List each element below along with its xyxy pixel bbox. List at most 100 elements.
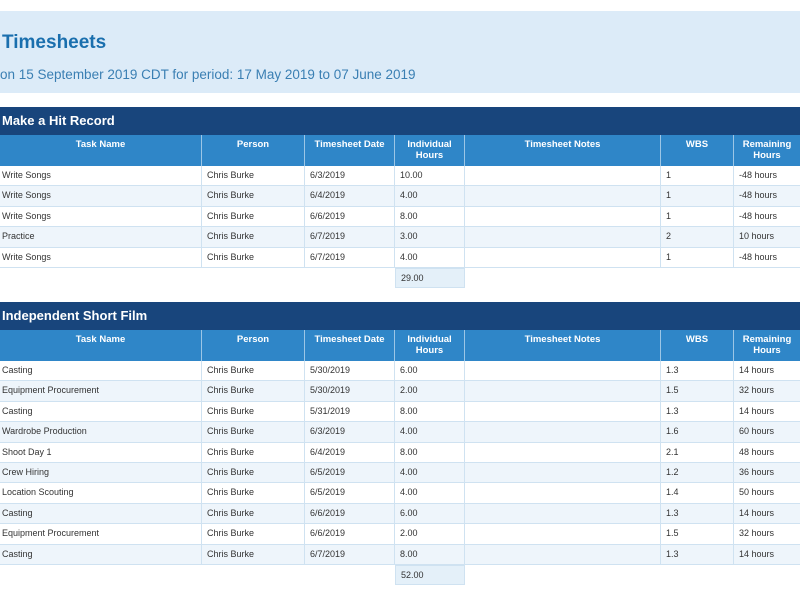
individual-hours-cell: 10.00 xyxy=(395,166,465,187)
person-cell: Chris Burke xyxy=(202,524,305,545)
individual-hours-cell: 2.00 xyxy=(395,381,465,402)
task-name-cell: Shoot Day 1 xyxy=(0,442,202,463)
column-header-timesheet-date[interactable]: Timesheet Date xyxy=(305,135,395,166)
individual-hours-cell: 8.00 xyxy=(395,401,465,423)
column-header-remaining-hours[interactable]: Remaining Hours xyxy=(742,139,792,161)
person-cell: Chris Burke xyxy=(202,483,305,504)
timesheet-date-cell: 5/30/2019 xyxy=(305,381,395,402)
person-cell: Chris Burke xyxy=(202,186,305,207)
timesheet-notes-cell xyxy=(465,186,661,207)
table-row: Write Songs Chris Burke 6/4/2019 4.00 1 -48 h… xyxy=(0,186,800,207)
person-cell: Chris Burke xyxy=(202,442,305,463)
individual-hours-cell: 6.00 xyxy=(395,503,465,525)
individual-hours-cell: 3.00 xyxy=(395,227,465,248)
column-header-person[interactable]: Person xyxy=(202,135,305,166)
column-header-timesheet-notes[interactable]: Timesheet Notes xyxy=(465,330,661,361)
table-row: Equipment Procurement Chris Burke 5/30/201… xyxy=(0,381,800,402)
wbs-cell: 1.2 xyxy=(661,462,734,484)
wbs-cell: 1.3 xyxy=(661,544,734,565)
table-row: Write Songs Chris Burke 6/7/2019 4.00 1 -48 h… xyxy=(0,247,800,268)
task-name-cell: Write Songs xyxy=(0,186,202,207)
timesheet-notes-cell xyxy=(465,401,661,423)
timesheet-date-cell: 6/6/2019 xyxy=(305,524,395,545)
timesheet-notes-cell xyxy=(465,361,661,382)
task-name-cell: Casting xyxy=(0,401,202,423)
timesheet-notes-cell xyxy=(465,227,661,248)
remaining-hours-cell: 60 hours xyxy=(734,422,800,443)
column-headers: Task Name Person Timesheet Date Individual … xyxy=(0,330,800,361)
timesheet-notes-cell xyxy=(465,247,661,268)
individual-hours-cell: 4.00 xyxy=(395,483,465,504)
person-cell: Chris Burke xyxy=(202,166,305,187)
remaining-hours-cell: -48 hours xyxy=(734,186,800,207)
timesheet-date-cell: 6/7/2019 xyxy=(305,247,395,268)
task-name-cell: Casting xyxy=(0,544,202,565)
column-header-timesheet-date[interactable]: Timesheet Date xyxy=(305,330,395,361)
wbs-cell: 1 xyxy=(661,206,734,228)
table-row: Equipment Procurement Chris Burke 6/6/2019… xyxy=(0,524,800,545)
table-row: Write Songs Chris Burke 6/6/2019 8.00 1 -48 h… xyxy=(0,206,800,228)
column-header-remaining-hours[interactable]: Remaining Hours xyxy=(742,334,792,356)
person-cell: Chris Burke xyxy=(202,422,305,443)
table-row: Casting Chris Burke 6/7/2019 8.00 1.3 14 hour… xyxy=(0,544,800,565)
timesheet-notes-cell xyxy=(465,503,661,525)
wbs-cell: 1.6 xyxy=(661,422,734,443)
person-cell: Chris Burke xyxy=(202,544,305,565)
remaining-hours-cell: 32 hours xyxy=(734,381,800,402)
column-header-wbs[interactable]: WBS xyxy=(661,330,734,361)
wbs-cell: 1.5 xyxy=(661,524,734,545)
timesheet-date-cell: 6/3/2019 xyxy=(305,422,395,443)
wbs-cell: 1.3 xyxy=(661,361,734,382)
timesheet-date-cell: 6/6/2019 xyxy=(305,206,395,228)
table-row: Practice Chris Burke 6/7/2019 3.00 2 10 hours xyxy=(0,227,800,248)
person-cell: Chris Burke xyxy=(202,503,305,525)
person-cell: Chris Burke xyxy=(202,247,305,268)
person-cell: Chris Burke xyxy=(202,227,305,248)
table-row: Casting Chris Burke 5/31/2019 8.00 1.3 14 hou… xyxy=(0,401,800,423)
timesheet-date-cell: 5/30/2019 xyxy=(305,361,395,382)
remaining-hours-cell: -48 hours xyxy=(734,247,800,268)
column-header-task-name[interactable]: Task Name xyxy=(0,135,202,166)
individual-hours-cell: 2.00 xyxy=(395,524,465,545)
individual-hours-cell: 8.00 xyxy=(395,206,465,228)
table-row: Location Scouting Chris Burke 6/5/2019 4.00… xyxy=(0,483,800,504)
task-name-cell: Equipment Procurement xyxy=(0,524,202,545)
remaining-hours-cell: 50 hours xyxy=(734,483,800,504)
wbs-cell: 1.5 xyxy=(661,381,734,402)
individual-hours-cell: 8.00 xyxy=(395,442,465,463)
task-name-cell: Write Songs xyxy=(0,206,202,228)
wbs-cell: 2.1 xyxy=(661,442,734,463)
column-header-wbs[interactable]: WBS xyxy=(661,135,734,166)
wbs-cell: 1.3 xyxy=(661,503,734,525)
timesheet-notes-cell xyxy=(465,206,661,228)
remaining-hours-cell: 14 hours xyxy=(734,361,800,382)
task-name-cell: Location Scouting xyxy=(0,483,202,504)
table-row: Wardrobe Production Chris Burke 6/3/2019 4.… xyxy=(0,422,800,443)
total-hours: 29.00 xyxy=(395,267,465,288)
remaining-hours-cell: 36 hours xyxy=(734,462,800,484)
task-name-cell: Write Songs xyxy=(0,166,202,187)
task-name-cell: Wardrobe Production xyxy=(0,422,202,443)
individual-hours-cell: 4.00 xyxy=(395,422,465,443)
remaining-hours-cell: -48 hours xyxy=(734,206,800,228)
report-header: Timesheets on 15 September 2019 CDT for … xyxy=(0,11,800,93)
timesheet-date-cell: 6/6/2019 xyxy=(305,503,395,525)
task-name-cell: Practice xyxy=(0,227,202,248)
column-header-timesheet-notes[interactable]: Timesheet Notes xyxy=(465,135,661,166)
remaining-hours-cell: 48 hours xyxy=(734,442,800,463)
section-title: Make a Hit Record xyxy=(0,107,800,135)
column-header-individual-hours[interactable]: Individual Hours xyxy=(395,135,465,166)
column-header-task-name[interactable]: Task Name xyxy=(0,330,202,361)
person-cell: Chris Burke xyxy=(202,206,305,228)
column-header-individual-hours[interactable]: Individual Hours xyxy=(395,330,465,361)
wbs-cell: 1 xyxy=(661,186,734,207)
column-headers: Task Name Person Timesheet Date Individual … xyxy=(0,135,800,166)
individual-hours-cell: 4.00 xyxy=(395,247,465,268)
remaining-hours-cell: 14 hours xyxy=(734,544,800,565)
wbs-cell: 1.3 xyxy=(661,401,734,423)
column-header-person[interactable]: Person xyxy=(202,330,305,361)
task-name-cell: Crew Hiring xyxy=(0,462,202,484)
report-period: on 15 September 2019 CDT for period: 17 … xyxy=(0,67,416,82)
timesheet-notes-cell xyxy=(465,166,661,187)
remaining-hours-cell: 14 hours xyxy=(734,401,800,423)
